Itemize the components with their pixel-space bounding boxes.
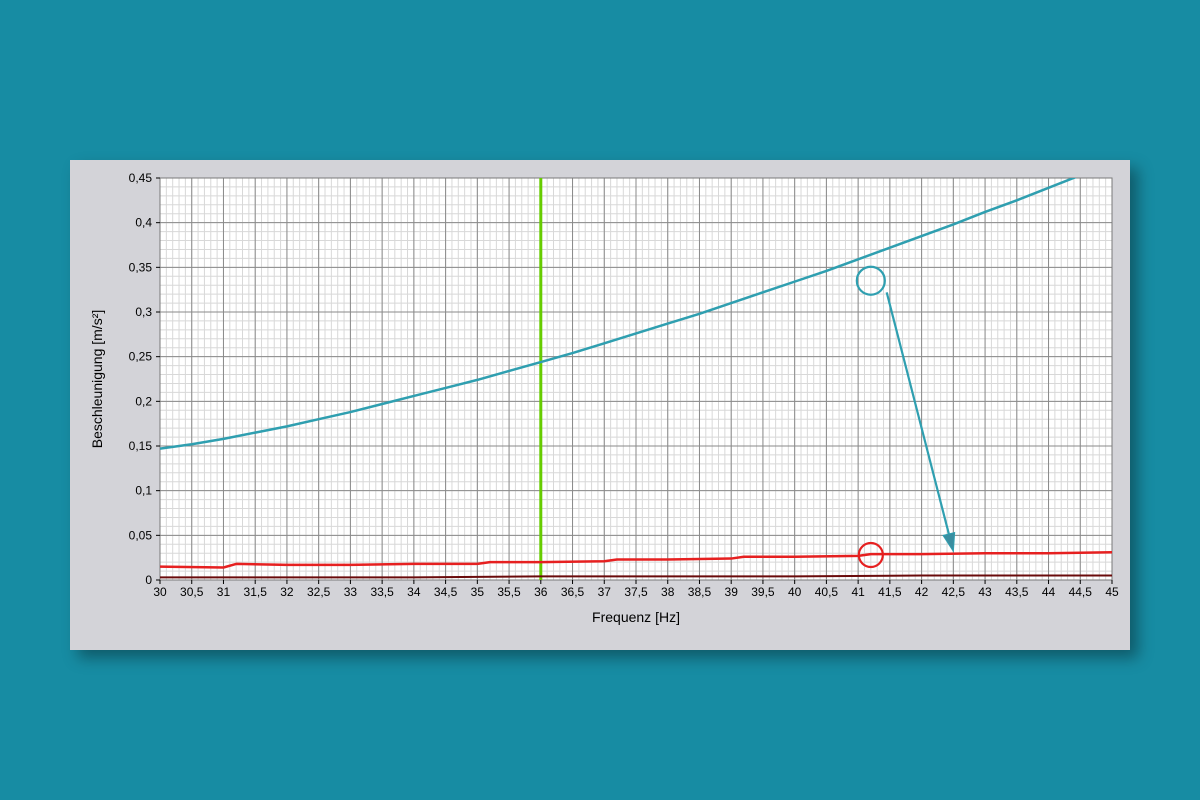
x-tick-label: 45 (1105, 585, 1119, 599)
y-axis-label: Beschleunigung [m/s²] (89, 310, 105, 449)
x-tick-label: 31 (217, 585, 231, 599)
y-tick-label: 0,1 (135, 484, 152, 498)
x-tick-label: 34 (407, 585, 421, 599)
y-tick-label: 0,4 (135, 216, 152, 230)
x-tick-label: 37 (598, 585, 612, 599)
x-tick-label: 42 (915, 585, 929, 599)
y-tick-label: 0,3 (135, 305, 152, 319)
x-tick-label: 43,5 (1005, 585, 1029, 599)
chart-panel: 30 30,5 31 31,5 32 32,5 33 33,5 34 34,5 35 35,5 36 36… (70, 160, 1130, 650)
x-tick-label: 36 (534, 585, 548, 599)
x-tick-label: 40,5 (815, 585, 839, 599)
x-tick-label: 37,5 (624, 585, 648, 599)
chart-svg: 30 30,5 31 31,5 32 32,5 33 33,5 34 34,5 35 35,5 36 36… (70, 160, 1130, 650)
x-tick-label: 41 (851, 585, 865, 599)
y-tick-label: 0,25 (129, 350, 153, 364)
x-tick-label: 33,5 (370, 585, 394, 599)
y-tick-label: 0,15 (129, 439, 153, 453)
x-tick-label: 35 (471, 585, 485, 599)
x-tick-label: 41,5 (878, 585, 902, 599)
x-tick-label: 33 (344, 585, 358, 599)
y-tick-label: 0,05 (129, 528, 153, 542)
x-tick-label: 32,5 (307, 585, 331, 599)
y-tick-label: 0,35 (129, 260, 153, 274)
x-tick-label: 32 (280, 585, 294, 599)
x-tick-label: 38 (661, 585, 675, 599)
x-tick-label: 31,5 (244, 585, 268, 599)
x-tick-label: 44,5 (1069, 585, 1093, 599)
x-tick-label: 38,5 (688, 585, 712, 599)
x-tick-label: 39 (725, 585, 739, 599)
x-tick-label: 35,5 (497, 585, 521, 599)
x-tick-label: 30,5 (180, 585, 204, 599)
x-tick-label: 30 (153, 585, 167, 599)
x-tick-label: 39,5 (751, 585, 775, 599)
y-tick-label: 0,45 (129, 171, 153, 185)
page-background: 30 30,5 31 31,5 32 32,5 33 33,5 34 34,5 35 35,5 36 36… (0, 0, 1200, 800)
x-tick-label: 34,5 (434, 585, 458, 599)
x-tick-label: 44 (1042, 585, 1056, 599)
y-tick-label: 0,2 (135, 394, 152, 408)
x-tick-label: 42,5 (942, 585, 966, 599)
x-tick-label: 43 (978, 585, 992, 599)
x-axis-label: Frequenz [Hz] (592, 609, 680, 625)
x-tick-label: 36,5 (561, 585, 585, 599)
x-tick-label: 40 (788, 585, 802, 599)
y-tick-label: 0 (145, 573, 152, 587)
